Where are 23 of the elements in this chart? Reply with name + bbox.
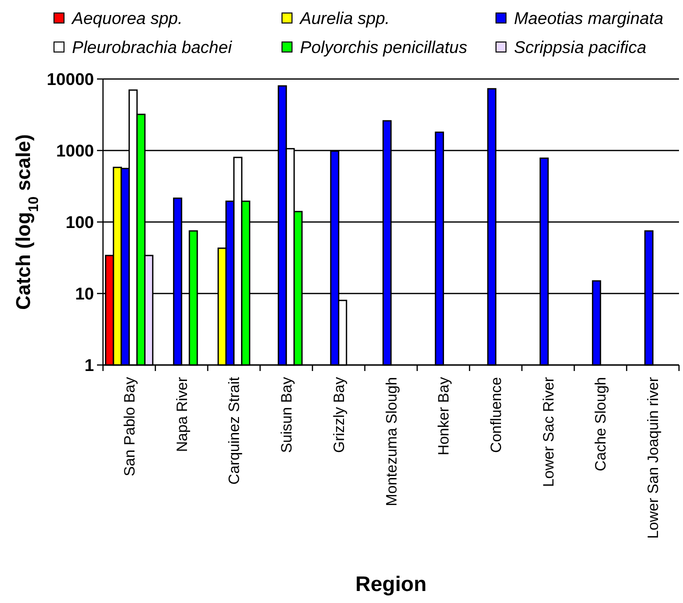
y-tick-label: 1000 [56,141,94,160]
x-tick-label: Lower Sac River [540,377,558,488]
x-tick-label: Montezuma Slough [383,377,400,506]
y-tick-label: 10000 [46,70,94,89]
x-tick-label: Cache Slough [592,377,610,472]
legend-label: Polyorchis penicillatus [300,38,468,57]
legend-label: Scrippsia pacifica [514,38,646,57]
x-tick-label: Confluence [488,377,505,453]
y-tick-label: 10 [75,284,94,304]
x-tick-label: Napa River [174,376,191,452]
x-tick-label: Honker Bay [436,376,453,456]
x-tick-label: Lower San Joaquin river [645,377,662,539]
x-tick-label: Suisun Bay [278,376,296,453]
x-tick-label: Grizzly Bay [330,376,348,453]
x-axis-title: Region [355,573,427,596]
x-tick-label: Carquinez Strait [226,376,244,485]
x-tick-label: San Pablo Bay [121,376,138,476]
y-tick-label: 100 [66,212,94,232]
legend-label: Aequorea spp. [71,8,183,28]
legend-label: Maeotias marginata [514,8,664,28]
y-tick-label: 1 [84,356,94,375]
legend-label: Aurelia spp. [299,8,390,28]
legend-label: Pleurobrachia bachei [72,38,233,57]
